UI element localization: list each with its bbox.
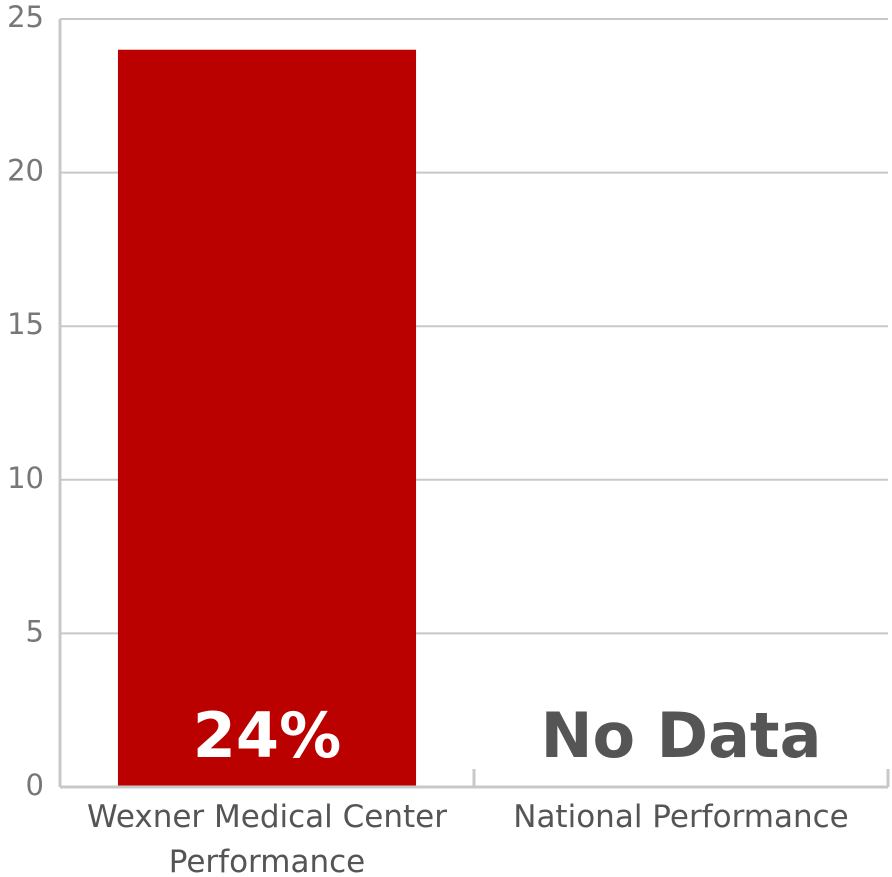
x-tick-label: Wexner Medical Center Performance bbox=[87, 799, 447, 877]
x-tick-label: National Performance bbox=[513, 799, 849, 835]
y-tick-label: 20 bbox=[7, 154, 44, 188]
bar bbox=[117, 49, 417, 788]
value-label: No Data bbox=[541, 699, 822, 772]
y-tick-label: 10 bbox=[7, 461, 44, 495]
y-tick-label: 0 bbox=[26, 768, 44, 802]
y-tick-label: 5 bbox=[26, 614, 44, 648]
y-tick-label: 15 bbox=[7, 307, 44, 341]
y-tick-label: 25 bbox=[7, 0, 44, 34]
value-label: 24% bbox=[193, 699, 341, 772]
